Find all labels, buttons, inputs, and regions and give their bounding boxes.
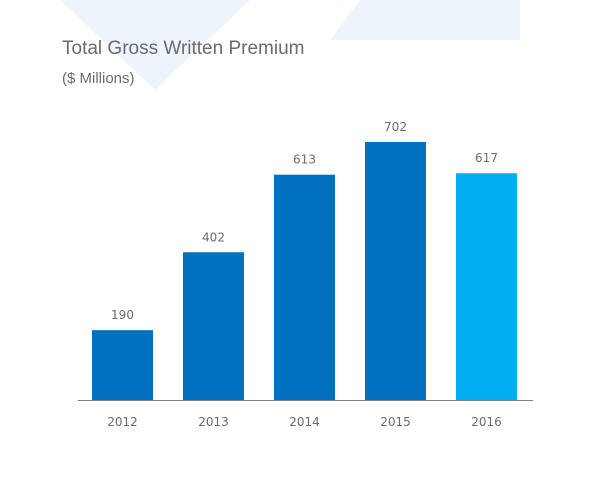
x-tick-label-2012: 2012 bbox=[107, 415, 138, 429]
value-label-2016: 617 bbox=[475, 151, 498, 165]
bars-layer bbox=[92, 142, 517, 400]
background-triangle-left bbox=[60, 0, 250, 90]
x-tick-labels-layer: 2012 2013 2014 2015 2016 bbox=[107, 415, 502, 429]
value-labels-layer: 190 402 613 702 617 bbox=[111, 120, 498, 322]
bar-2015 bbox=[365, 142, 426, 400]
x-tick-label-2016: 2016 bbox=[471, 415, 502, 429]
bar-2012 bbox=[92, 330, 153, 400]
x-tick-label-2013: 2013 bbox=[198, 415, 229, 429]
x-tick-label-2015: 2015 bbox=[380, 415, 411, 429]
chart-subtitle: ($ Millions) bbox=[62, 70, 135, 87]
value-label-2014: 613 bbox=[293, 153, 316, 167]
value-label-2015: 702 bbox=[384, 120, 407, 134]
value-label-2012: 190 bbox=[111, 308, 134, 322]
chart-title: Total Gross Written Premium bbox=[62, 38, 305, 59]
bar-2016 bbox=[456, 173, 517, 400]
bar-2013 bbox=[183, 252, 244, 400]
bar-2014 bbox=[274, 174, 335, 400]
x-tick-label-2014: 2014 bbox=[289, 415, 320, 429]
background-triangle-right bbox=[330, 0, 520, 40]
value-label-2013: 402 bbox=[202, 230, 225, 244]
